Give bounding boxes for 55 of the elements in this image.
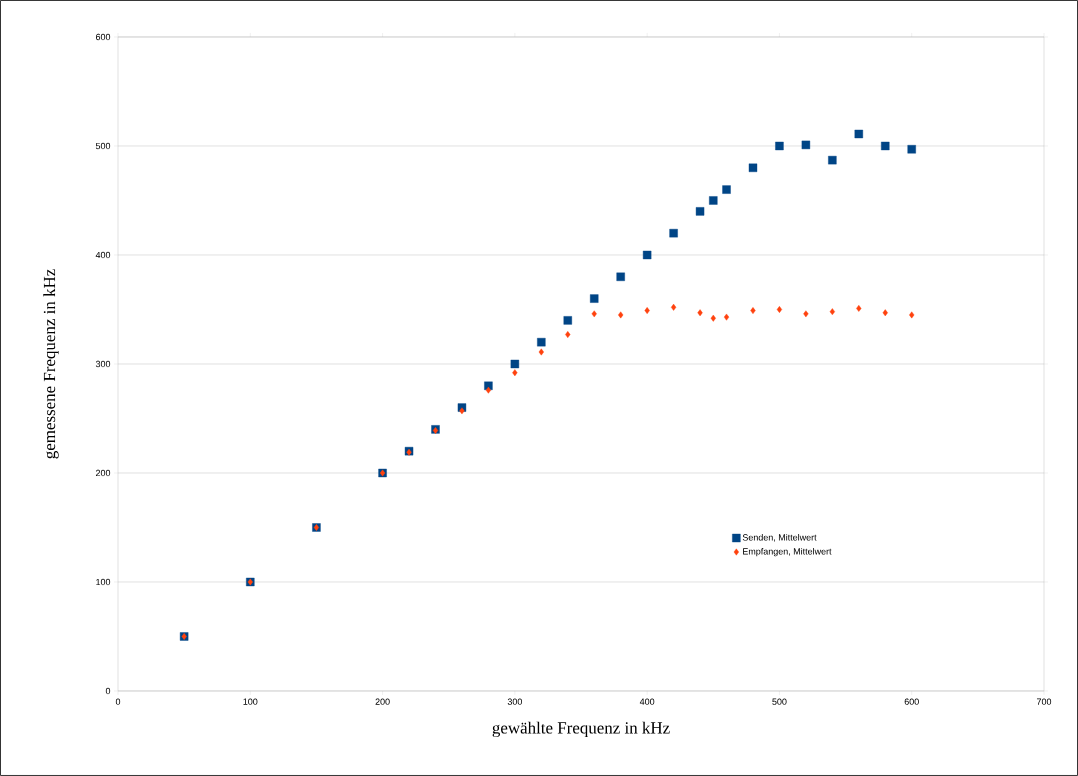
point bbox=[590, 294, 599, 303]
point bbox=[881, 141, 890, 151]
point bbox=[644, 307, 650, 314]
point bbox=[775, 141, 784, 151]
point bbox=[642, 250, 652, 260]
point bbox=[909, 311, 915, 319]
point bbox=[618, 311, 624, 319]
y-axis-title: gemessene Frequenz in kHz bbox=[43, 269, 59, 459]
point bbox=[459, 407, 465, 415]
point bbox=[748, 163, 758, 172]
point bbox=[512, 369, 518, 377]
point bbox=[750, 307, 756, 314]
point bbox=[591, 310, 597, 318]
legend-label: Empfangen, Mittelwert bbox=[743, 548, 832, 557]
point bbox=[803, 310, 809, 318]
point bbox=[565, 331, 571, 338]
point bbox=[854, 129, 863, 139]
x-tick-label: 200 bbox=[375, 698, 390, 705]
y-tick-label: 400 bbox=[95, 251, 111, 259]
point bbox=[776, 306, 783, 313]
y-tick-label: 200 bbox=[95, 469, 111, 477]
point bbox=[697, 309, 703, 317]
point bbox=[671, 303, 677, 311]
x-tick-label: 0 bbox=[115, 698, 121, 705]
y-tick-label: 300 bbox=[95, 360, 111, 368]
point bbox=[563, 316, 572, 325]
x-tick-label: 500 bbox=[772, 698, 787, 705]
point bbox=[537, 337, 546, 347]
y-tick-label: 500 bbox=[95, 142, 111, 150]
x-tick-label: 300 bbox=[507, 698, 522, 705]
x-tick-label: 600 bbox=[904, 698, 919, 705]
y-tick-label: 600 bbox=[95, 33, 111, 41]
point bbox=[856, 304, 862, 312]
point bbox=[907, 145, 916, 154]
x-tick-label: 400 bbox=[639, 698, 655, 705]
point bbox=[722, 185, 731, 194]
point bbox=[710, 314, 716, 322]
point bbox=[828, 155, 837, 165]
x-tick-label: 700 bbox=[1036, 698, 1052, 705]
point bbox=[695, 207, 705, 216]
point bbox=[829, 308, 835, 316]
point bbox=[510, 359, 520, 369]
point bbox=[801, 140, 811, 150]
x-axis-title: gewählte Frequenz in kHz bbox=[492, 721, 670, 738]
point bbox=[538, 348, 544, 356]
point bbox=[709, 196, 718, 205]
point bbox=[882, 309, 888, 317]
y-tick-label: 0 bbox=[105, 687, 111, 695]
point bbox=[485, 386, 492, 394]
legend-label: Senden, Mittelwert bbox=[742, 534, 817, 542]
point bbox=[669, 228, 678, 238]
y-tick-label: 100 bbox=[96, 578, 111, 586]
point bbox=[723, 313, 730, 321]
x-tick-label: 100 bbox=[243, 698, 258, 705]
point bbox=[616, 272, 625, 281]
